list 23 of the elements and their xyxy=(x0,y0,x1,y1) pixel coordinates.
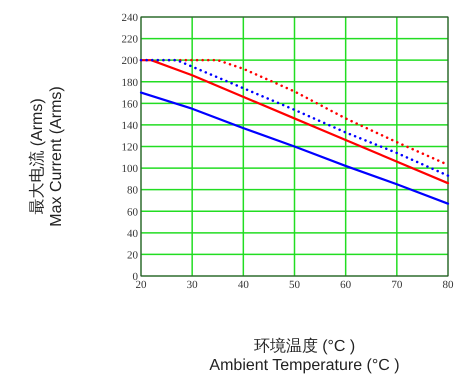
x-tick-label: 80 xyxy=(442,279,454,291)
x-tick-label: 40 xyxy=(238,279,250,291)
x-tick-label: 60 xyxy=(340,279,352,291)
line-series xyxy=(140,91,450,205)
x-tick-label: 20 xyxy=(136,279,147,291)
y-tick-label: 240 xyxy=(122,12,138,24)
x-tick-label: 30 xyxy=(186,279,198,291)
x-axis-title: 环境温度 (°C ) Ambient Temperature (°C ) xyxy=(209,337,400,374)
y-tick-label: 0 xyxy=(132,271,138,283)
x-tick-label: 70 xyxy=(391,279,403,291)
y-tick-label: 20 xyxy=(127,249,138,262)
y-tick-label: 60 xyxy=(127,206,138,218)
y-tick-label: 80 xyxy=(127,184,138,197)
x-tick-label: 50 xyxy=(289,279,300,291)
y-axis-title: 最大电流 (Arms) Max Current (Arms) xyxy=(28,86,65,227)
y-tick-label: 40 xyxy=(127,228,138,240)
y-tick-label: 120 xyxy=(122,142,138,154)
y-tick-label: 100 xyxy=(122,163,138,176)
y-tick-label: 160 xyxy=(122,98,138,110)
y-tick-label: 180 xyxy=(122,76,138,89)
y-tick-label: 140 xyxy=(122,120,138,132)
y-tick-label: 220 xyxy=(122,34,138,46)
y-tick-label: 200 xyxy=(122,55,138,68)
